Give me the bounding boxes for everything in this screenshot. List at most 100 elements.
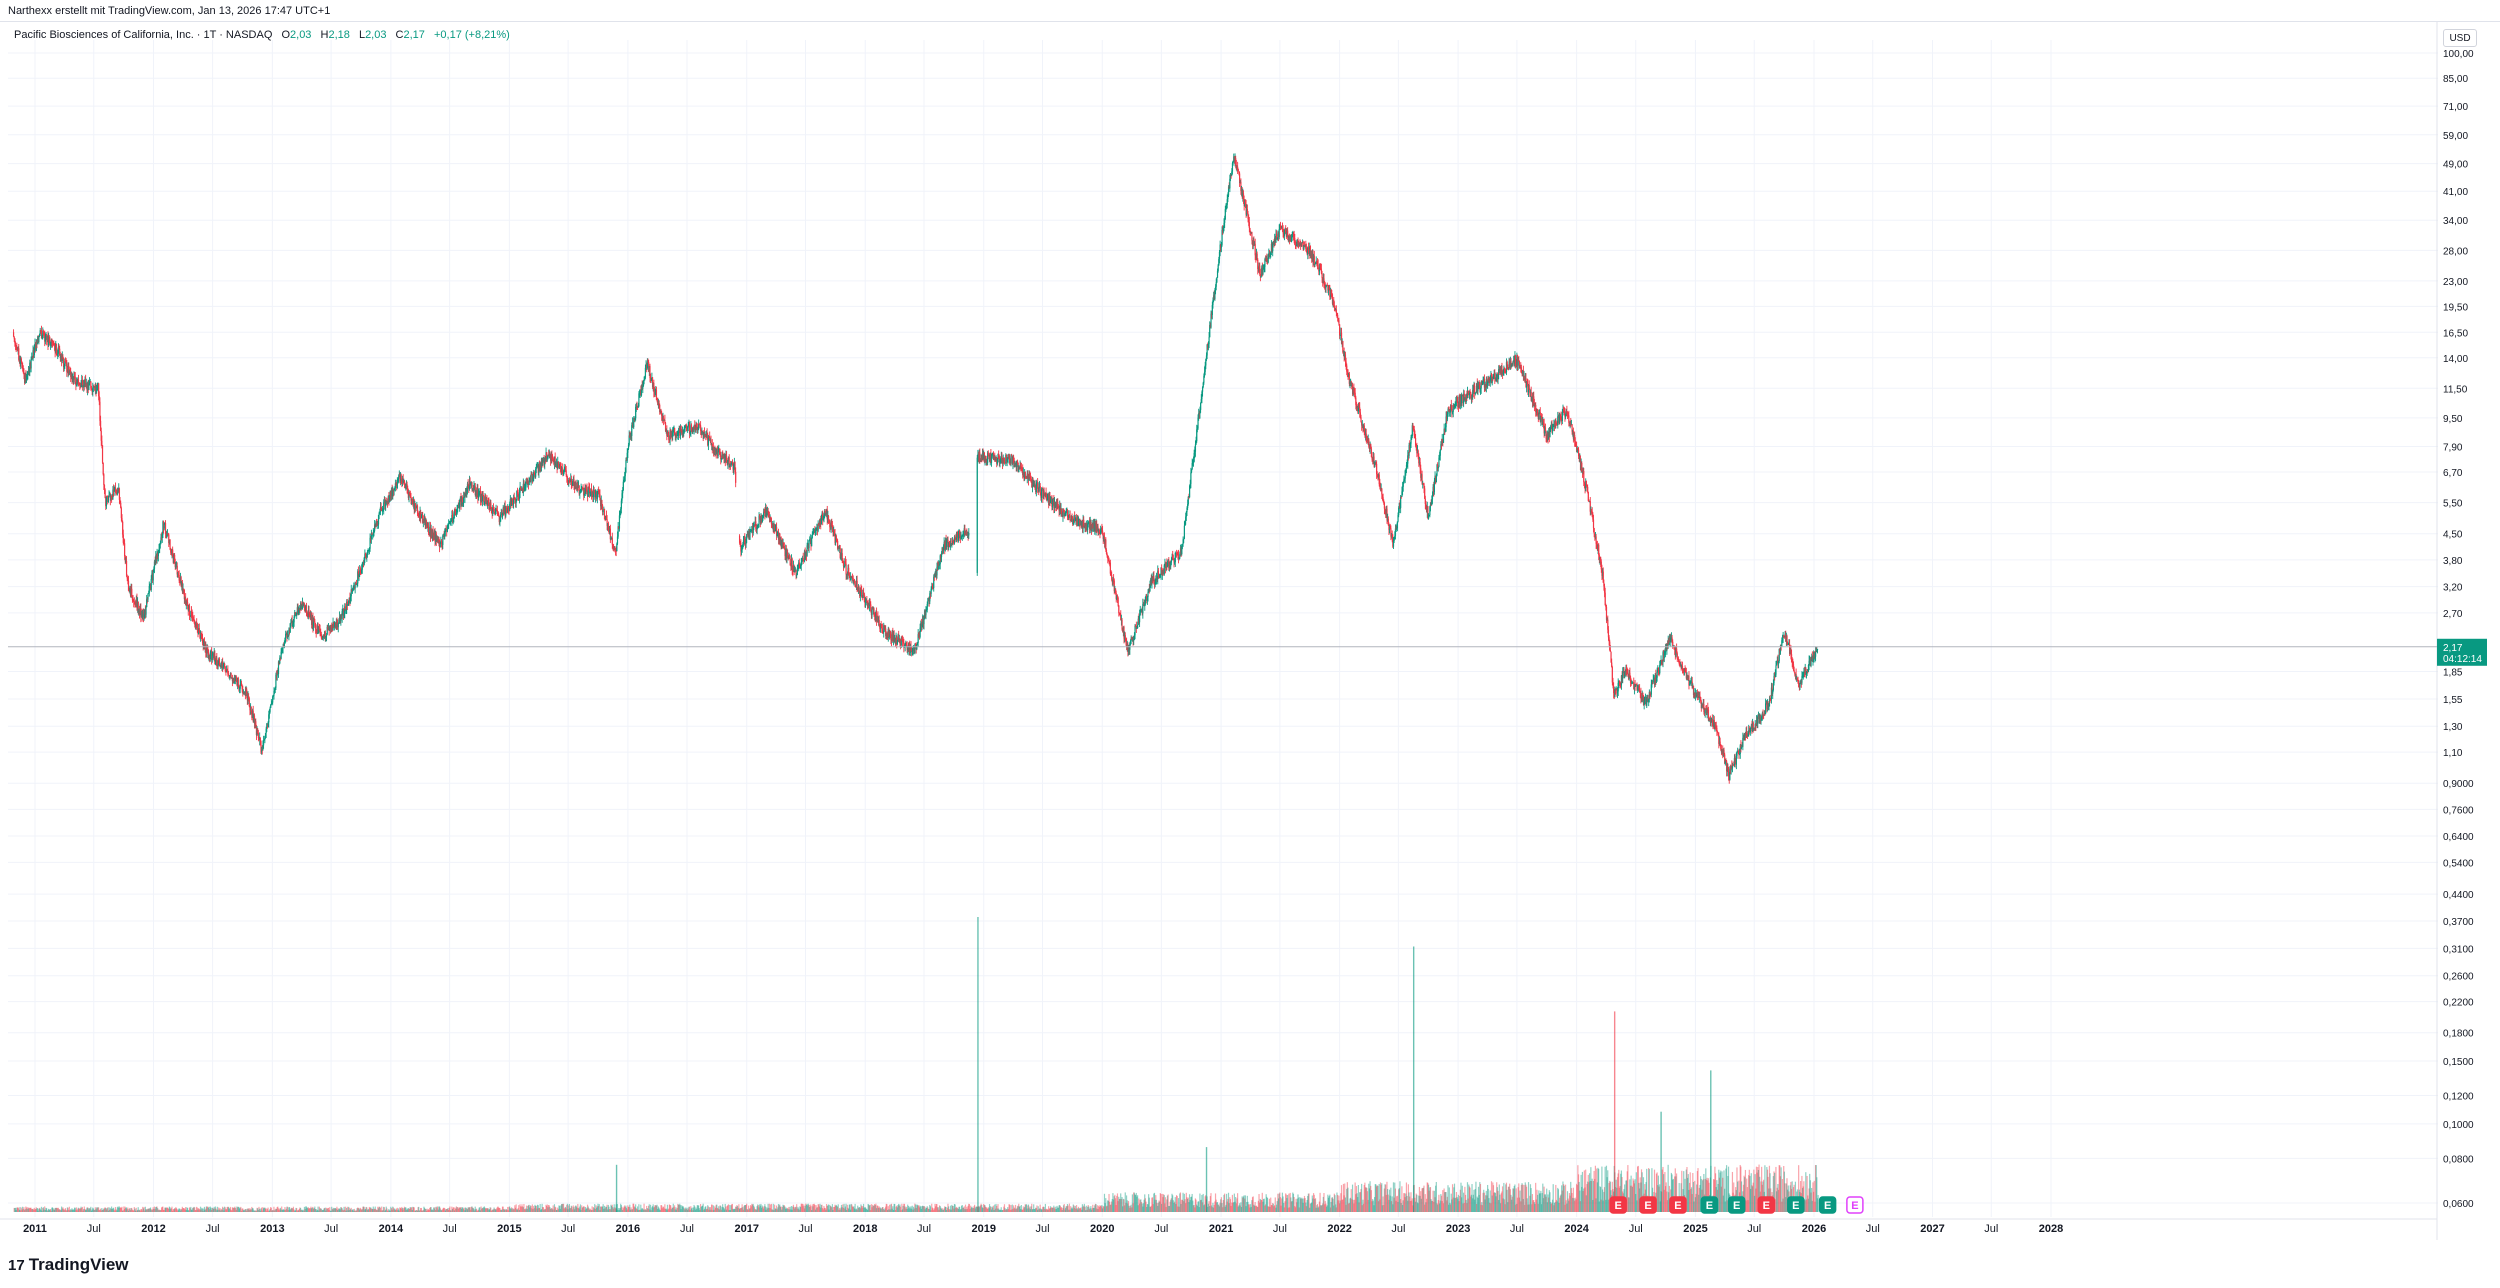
volume-bar — [538, 1207, 540, 1212]
volume-bar — [819, 1203, 821, 1212]
volume-bar — [1531, 1204, 1533, 1212]
volume-bar — [222, 1206, 224, 1212]
volume-bar — [1529, 1184, 1532, 1212]
volume-bar — [1515, 1188, 1517, 1212]
volume-bar — [451, 1208, 454, 1212]
volume-bar — [1055, 1208, 1058, 1212]
volume-bar — [1180, 1203, 1182, 1212]
volume-bar — [1022, 1206, 1024, 1212]
volume-bar — [1067, 1205, 1069, 1212]
volume-bar — [214, 1206, 217, 1212]
volume-bar — [956, 1208, 958, 1212]
candle-body — [181, 582, 184, 592]
volume-bar — [1352, 1199, 1354, 1212]
volume-bar — [835, 1205, 837, 1212]
volume-bar — [753, 1207, 756, 1212]
volume-bar — [1454, 1198, 1456, 1212]
volume-bar — [1365, 1187, 1367, 1212]
volume-bar — [1457, 1198, 1459, 1212]
volume-bar — [1745, 1200, 1747, 1212]
volume-bar — [450, 1210, 452, 1212]
candle-body — [385, 499, 387, 503]
candle-body — [259, 737, 261, 741]
volume-bar — [44, 1206, 46, 1212]
volume-bar — [199, 1209, 201, 1212]
candle-body — [94, 386, 96, 391]
low-value: 2,03 — [365, 29, 387, 41]
volume-bar — [1326, 1205, 1328, 1212]
volume-bar — [85, 1209, 87, 1212]
volume-bar — [1172, 1195, 1174, 1212]
candle-body — [53, 343, 56, 346]
volume-bar — [1633, 1180, 1635, 1212]
volume-bar — [1284, 1201, 1286, 1212]
volume-bar — [898, 1203, 900, 1212]
candle-body — [546, 452, 548, 458]
candle-body — [635, 406, 637, 419]
volume-bar — [94, 1207, 96, 1212]
volume-bar — [1299, 1198, 1302, 1212]
volume-bar — [287, 1209, 289, 1212]
symbol-name[interactable]: Pacific Biosciences of California, Inc. … — [14, 29, 273, 41]
candle-body — [292, 623, 294, 627]
volume-bar — [583, 1206, 585, 1212]
volume-bar — [1567, 1198, 1569, 1212]
volume-bar — [944, 1206, 946, 1212]
candle-body — [394, 483, 397, 489]
candle-body — [198, 628, 200, 635]
candle-body — [94, 385, 96, 391]
volume-bar — [1490, 1203, 1492, 1212]
volume-bar — [1377, 1201, 1380, 1212]
volume-bar — [1322, 1203, 1324, 1212]
candle-body — [551, 453, 553, 460]
volume-bar — [1096, 1208, 1098, 1212]
volume-bar — [27, 1208, 30, 1212]
candle-body — [548, 454, 550, 456]
volume-bar — [1105, 1198, 1107, 1212]
volume-bar — [1397, 1201, 1399, 1212]
candle-body — [619, 513, 621, 516]
volume-bar — [1452, 1197, 1454, 1212]
volume-bar — [628, 1206, 630, 1212]
volume-bar — [1263, 1198, 1265, 1212]
volume-bar — [77, 1208, 79, 1212]
volume-bar — [1083, 1203, 1085, 1212]
volume-bar — [1464, 1194, 1467, 1212]
volume-bar — [699, 1203, 702, 1212]
candle-body — [351, 589, 354, 592]
candle-body — [199, 633, 202, 638]
volume-bar — [1024, 1204, 1026, 1212]
candle-body — [272, 695, 274, 697]
candle-body — [427, 525, 429, 527]
volume-bar — [1492, 1182, 1494, 1212]
volume-bar — [947, 1203, 949, 1212]
candle-body — [356, 583, 358, 586]
volume-bar — [1458, 1201, 1460, 1212]
volume-bar — [533, 1208, 535, 1212]
candle-body — [64, 360, 67, 362]
volume-bar — [1724, 1188, 1726, 1212]
volume-bar — [249, 1209, 252, 1212]
candle-body — [553, 459, 555, 464]
volume-bar — [205, 1208, 207, 1212]
candle-body — [125, 560, 128, 576]
volume-bar — [1019, 1206, 1021, 1212]
candle-body — [372, 534, 374, 536]
volume-bar — [975, 1206, 977, 1212]
volume-bar — [309, 1208, 311, 1212]
candle-body — [655, 389, 658, 401]
candle-body — [620, 500, 622, 509]
volume-bar — [1627, 1197, 1630, 1212]
volume-bar — [1686, 1167, 1688, 1212]
volume-bar — [1048, 1208, 1050, 1212]
volume-bar — [1651, 1168, 1653, 1212]
volume-bar — [277, 1206, 279, 1212]
volume-bar — [190, 1209, 193, 1212]
candle-body — [38, 333, 41, 337]
currency-button[interactable]: USD — [2443, 29, 2477, 47]
candle-body — [228, 675, 230, 679]
candle-body — [136, 599, 138, 608]
volume-bar — [416, 1210, 418, 1212]
volume-bar — [1722, 1177, 1724, 1212]
